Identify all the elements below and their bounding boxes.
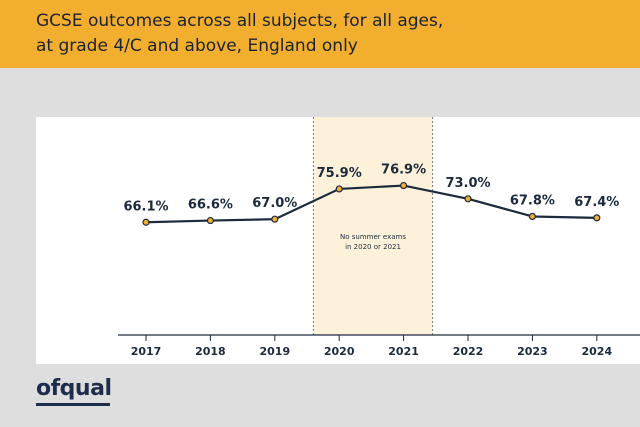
data-point-2024 bbox=[593, 214, 601, 222]
x-tick-label-2022: 2022 bbox=[453, 345, 484, 358]
data-point-2022 bbox=[464, 195, 472, 203]
data-label-2017: 66.1% bbox=[123, 199, 168, 214]
x-tick-label-2019: 2019 bbox=[259, 345, 290, 358]
data-point-2023 bbox=[528, 212, 536, 221]
x-tick-label-2024: 2024 bbox=[581, 345, 612, 358]
data-label-2024: 67.4% bbox=[574, 195, 619, 210]
chart-panel: No summer exams in 2020 or 2021 2017 2018 20… bbox=[36, 117, 640, 364]
x-tick-label-2023: 2023 bbox=[517, 345, 548, 358]
x-tick-label-2020: 2020 bbox=[324, 345, 355, 358]
line-chart: No summer exams in 2020 or 2021 2017 2018 20… bbox=[118, 117, 640, 358]
ofqual-logo: ofqual bbox=[36, 376, 112, 401]
data-label-2019: 67.0% bbox=[252, 196, 297, 211]
data-point-2018 bbox=[206, 216, 214, 225]
chart-title-line-2: at grade 4/C and above, England only bbox=[36, 36, 358, 56]
data-label-2018: 66.6% bbox=[188, 198, 233, 213]
data-label-2021: 76.9% bbox=[381, 163, 426, 178]
ofqual-logo-underline bbox=[36, 403, 110, 406]
chart-title: GCSE outcomes across all subjects, for a… bbox=[36, 9, 616, 59]
x-tick-label-2018: 2018 bbox=[195, 345, 226, 358]
data-point-2017 bbox=[142, 218, 150, 226]
data-point-2020 bbox=[335, 185, 343, 193]
series-line bbox=[145, 184, 597, 224]
highlight-band bbox=[313, 117, 433, 335]
chart-title-line-1: GCSE outcomes across all subjects, for a… bbox=[36, 11, 444, 31]
header-banner: GCSE outcomes across all subjects, for a… bbox=[0, 0, 640, 68]
x-tick-label-2021: 2021 bbox=[388, 345, 419, 358]
highlight-annotation-line-2: in 2020 or 2021 bbox=[345, 243, 401, 251]
highlight-annotation-line-1: No summer exams bbox=[340, 233, 406, 241]
data-label-2020: 75.9% bbox=[317, 166, 362, 181]
data-point-2019 bbox=[271, 215, 279, 223]
data-point-2021 bbox=[400, 181, 408, 190]
data-label-2023: 67.8% bbox=[510, 193, 555, 208]
data-label-2022: 73.0% bbox=[445, 176, 490, 191]
x-tick-label-2017: 2017 bbox=[131, 345, 162, 358]
